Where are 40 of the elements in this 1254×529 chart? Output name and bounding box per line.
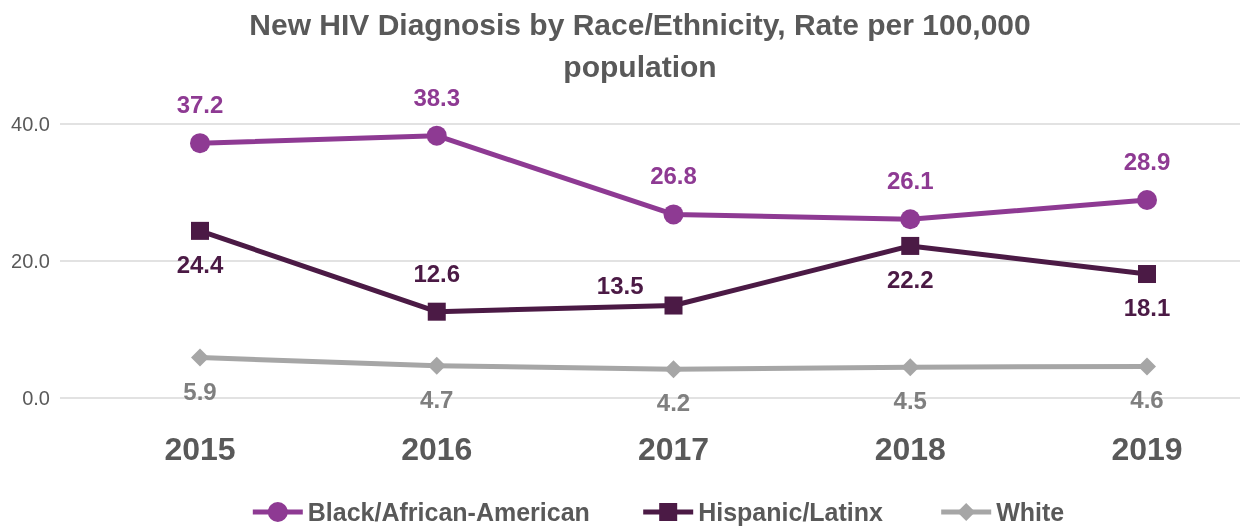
point [191,221,209,240]
x-tick-label: 2018 [874,431,946,467]
data-label: 4.6 [1130,386,1164,414]
point [663,204,684,225]
x-tick-label: 2019 [1111,431,1183,467]
y-tick-label: 20.0 [11,250,50,272]
point [1137,190,1157,211]
data-label: 37.2 [176,91,224,119]
point [190,133,210,154]
data-label: 26.1 [886,167,934,195]
chart-title: New HIV Diagnosis by Race/Ethnicity, Rate per 100,000 population [249,8,1031,83]
x-tick-label: 2015 [164,431,236,467]
data-label: 13.5 [596,271,644,299]
legend-label: Hispanic/Latinx [698,498,884,526]
data-label: 4.2 [656,389,691,417]
legend-label: White [996,498,1065,526]
data-label: 12.6 [413,259,461,287]
legend-label: Black/African-American [307,498,590,526]
x-tick-label: 2016 [401,431,473,467]
data-label: 38.3 [413,83,461,111]
point [901,236,920,255]
data-label: 5.9 [183,377,217,405]
data-label: 4.5 [893,387,927,415]
point [426,125,447,146]
point [664,360,683,379]
data-label: 18.1 [1123,294,1171,322]
data-label: 22.2 [886,265,934,293]
point [427,302,446,321]
point [191,348,209,367]
data-label: 4.7 [420,385,454,413]
data-label: 28.9 [1123,148,1171,176]
data-label: 24.4 [176,250,224,278]
y-tick-label: 40.0 [11,113,50,135]
y-tick-label: 0.0 [22,387,50,409]
point [664,296,683,315]
point [900,209,921,230]
data-label: 26.8 [650,162,697,190]
point [1138,357,1156,376]
x-tick-label: 2017 [637,431,710,467]
point [1138,265,1156,284]
